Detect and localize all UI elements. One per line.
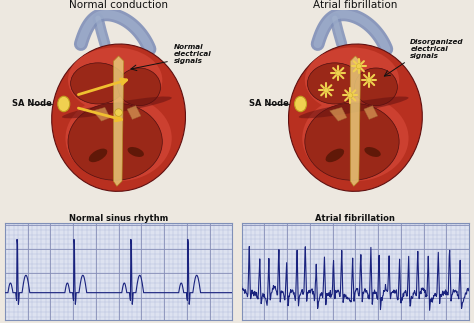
Polygon shape xyxy=(93,108,110,121)
Title: Atrial fibrillation: Atrial fibrillation xyxy=(313,0,398,10)
Title: Normal sinus rhythm: Normal sinus rhythm xyxy=(69,214,168,223)
Ellipse shape xyxy=(365,147,381,157)
Ellipse shape xyxy=(294,96,307,112)
Circle shape xyxy=(115,109,122,116)
Ellipse shape xyxy=(326,149,344,162)
Text: SA Node: SA Node xyxy=(249,99,289,109)
Polygon shape xyxy=(330,108,347,121)
Ellipse shape xyxy=(68,103,162,180)
Polygon shape xyxy=(364,106,378,120)
Text: Normal
electrical
signals: Normal electrical signals xyxy=(173,44,211,64)
Ellipse shape xyxy=(89,149,107,162)
Ellipse shape xyxy=(355,68,397,106)
Circle shape xyxy=(324,88,329,93)
Ellipse shape xyxy=(308,63,362,104)
Ellipse shape xyxy=(52,44,185,191)
Circle shape xyxy=(356,64,361,69)
Ellipse shape xyxy=(68,47,162,112)
Ellipse shape xyxy=(305,103,399,180)
Text: Disorganized
electrical
signals: Disorganized electrical signals xyxy=(410,39,464,59)
Ellipse shape xyxy=(305,47,399,112)
Circle shape xyxy=(336,70,341,76)
Ellipse shape xyxy=(71,63,126,104)
Ellipse shape xyxy=(62,97,172,118)
Title: Atrial fibrillation: Atrial fibrillation xyxy=(316,214,395,223)
Ellipse shape xyxy=(128,147,144,157)
Ellipse shape xyxy=(58,96,70,112)
Ellipse shape xyxy=(118,68,161,106)
Polygon shape xyxy=(350,56,361,186)
Circle shape xyxy=(366,78,372,83)
Title: Normal conduction: Normal conduction xyxy=(69,0,168,10)
Text: SA Node: SA Node xyxy=(12,99,52,109)
Ellipse shape xyxy=(299,97,409,118)
Ellipse shape xyxy=(65,95,172,181)
Circle shape xyxy=(348,93,353,98)
Ellipse shape xyxy=(289,44,422,191)
Polygon shape xyxy=(113,56,124,186)
Ellipse shape xyxy=(302,95,409,181)
Polygon shape xyxy=(127,106,141,120)
